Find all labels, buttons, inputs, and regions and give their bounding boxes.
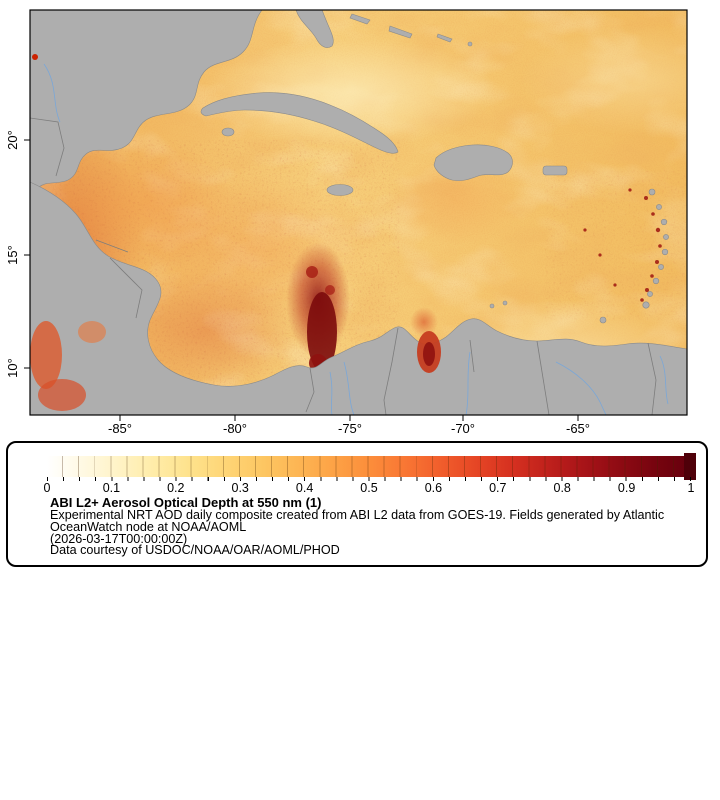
map-frame (29, 9, 688, 416)
legend-courtesy: Data courtesy of USDOC/NOAA/OAR/AOML/PHO… (50, 543, 340, 558)
colorbar-segments (47, 456, 690, 477)
colorbar-tick-label: 0.2 (167, 481, 185, 495)
hispaniola (433, 144, 513, 181)
country-borders (30, 117, 657, 415)
colorbar-tick-label: 0.6 (424, 481, 443, 495)
colorbar-tick-label: 1 (687, 481, 695, 495)
legend-description-line1: Experimental NRT AOD daily composite cre… (50, 508, 665, 522)
colorbar-tick-label: 0.1 (102, 481, 121, 495)
lon-axis-label: -85° (108, 421, 132, 436)
cuba (200, 92, 399, 154)
low-aod-area (520, 25, 687, 135)
lon-axis-label: -65° (566, 421, 590, 436)
colorbar-tick-label: 0.5 (360, 481, 378, 495)
jamaica (326, 184, 354, 196)
colorbar-tick-label: 0 (43, 481, 51, 495)
colorbar-tick-label: 0.9 (617, 481, 636, 495)
aod-blob (385, 155, 525, 245)
land-masses (30, 10, 687, 415)
low-aod-area (205, 37, 495, 147)
colorbar-tick-label: 0.3 (231, 481, 249, 495)
lat-axis-label: 20° (5, 130, 20, 150)
legend-text-block: ABI L2+ Aerosol Optical Depth at 550 nm … (50, 496, 664, 557)
rivers (43, 63, 669, 415)
lat-axis-label: 15° (5, 245, 20, 265)
legend-description-line2: OceanWatch node at NOAA/AOML (50, 519, 247, 534)
map-plot-area (30, 10, 687, 415)
axis-ticks (24, 139, 579, 421)
lat-axis-label: 10° (5, 358, 20, 378)
legend-title: ABI L2+ Aerosol Optical Depth at 550 nm … (50, 495, 322, 510)
lon-axis-label: -80° (223, 421, 247, 436)
lon-axis-label: -75° (338, 421, 362, 436)
colorbar-tick-label: 0.8 (553, 481, 571, 495)
nw-cloud-land-mass (30, 10, 263, 203)
puerto-rico (542, 165, 568, 176)
coastal-aod-patches (30, 54, 662, 411)
colorbar-tick-label: 0.4 (295, 481, 314, 495)
dark-speckle-east (545, 170, 687, 320)
lon-axis-label: -70° (451, 421, 475, 436)
legend-timestamp: (2026-03-17T00:00:00Z) (50, 531, 188, 546)
colorbar-tick-label: 0.7 (489, 481, 507, 495)
colorbar-endcap (684, 453, 696, 480)
smoke-plume (286, 242, 350, 372)
colorbar-ticks (47, 477, 691, 481)
florida-tip (295, 10, 334, 48)
legend-box: 0 0.1 0.2 0.3 0.4 0.5 0.6 0.7 0.8 0.9 1 … (6, 441, 708, 567)
colorbar-tick-labels: 0 0.1 0.2 0.3 0.4 0.5 0.6 0.7 0.8 0.9 1 (43, 481, 695, 496)
colorbar-gradient (47, 456, 690, 477)
aod-map: -85° -80° -75° -70° -65° 20° 15° 10° (5, 9, 688, 436)
